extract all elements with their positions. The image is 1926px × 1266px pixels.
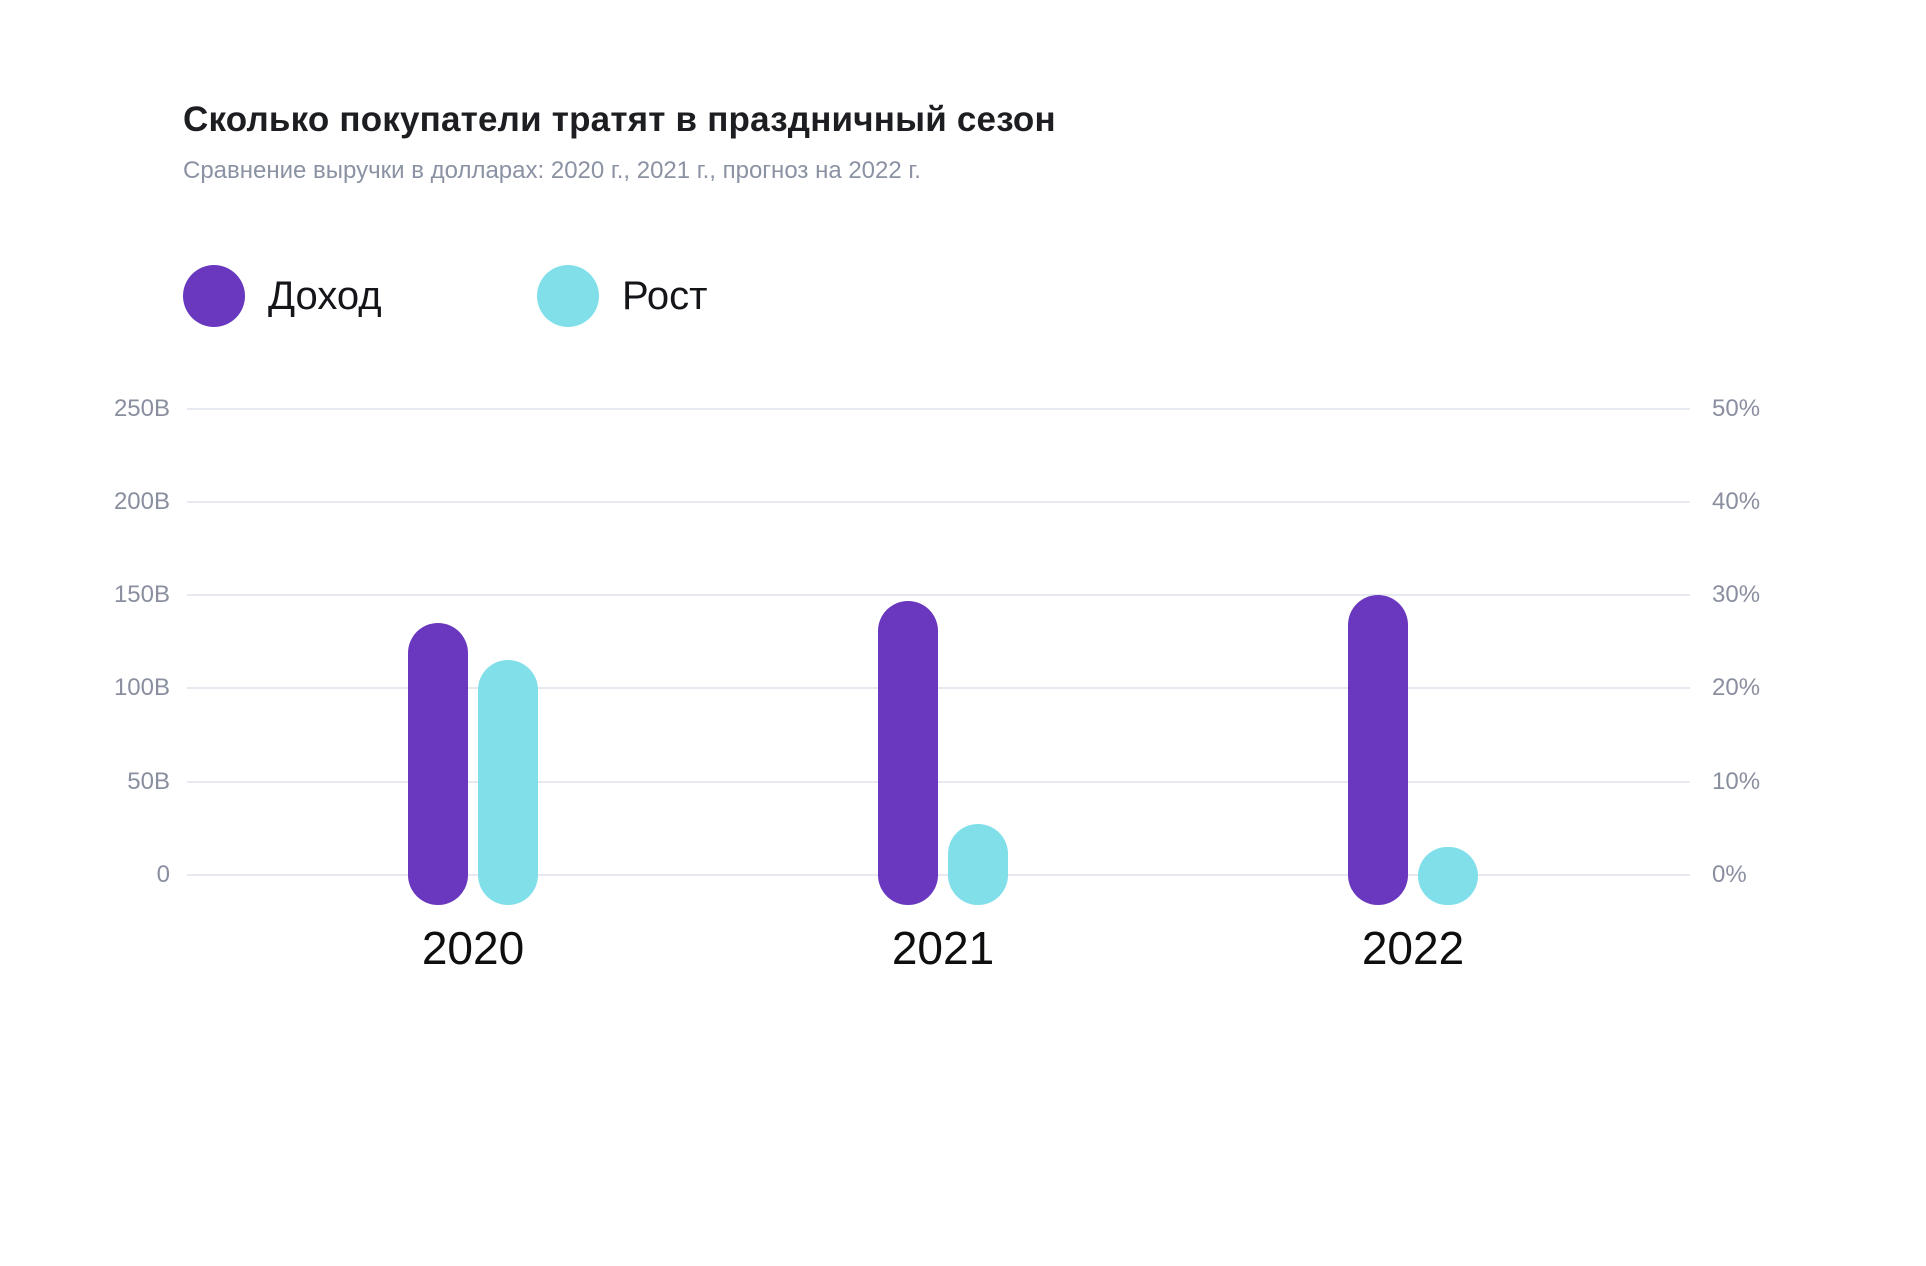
x-axis-label-2020: 2020 [421,922,525,974]
y-axis-label-right: 20% [1712,674,1761,702]
bar-growth-2020 [478,660,538,905]
y-axis-label-right: 0% [1712,861,1747,888]
bar-growth-2022 [1418,847,1478,905]
bar-growth-2021 [948,823,1008,905]
y-axis-label-right: 40% [1712,487,1761,515]
y-axis-label-left: 150B [113,581,170,609]
y-axis-label-right: 30% [1712,581,1761,609]
chart-title: Сколько покупатели тратят в праздничный … [183,100,1056,139]
gridline [187,687,1690,690]
gridline [187,407,1690,410]
chart-subtitle: Сравнение выручки в долларах: 2020 г., 2… [183,157,921,184]
y-axis-label-left: 200B [113,487,170,515]
y-axis-label-left: 250B [113,394,170,422]
legend-swatch-revenue [183,265,245,327]
legend-item-revenue: Доход [183,265,382,327]
legend-item-growth: Рост [537,265,708,327]
bar-revenue-2021 [878,600,938,905]
bar-revenue-2020 [408,623,468,905]
x-axis-label-2022: 2022 [1361,922,1465,974]
y-axis-label-right: 10% [1712,767,1761,795]
y-axis-label-left: 100B [113,674,170,702]
legend-label-revenue: Доход [268,273,382,318]
y-axis-label-left: 50B [127,767,170,795]
gridline [187,780,1690,783]
gridline [187,594,1690,597]
x-axis-label-2021: 2021 [891,922,995,974]
legend-label-growth: Рост [622,273,708,318]
bar-revenue-2022 [1348,595,1408,905]
legend-swatch-growth [537,265,599,327]
y-axis-label-right: 50% [1712,394,1761,422]
gridline [187,500,1690,503]
y-axis-label-left: 0 [156,861,170,888]
gridline [187,874,1690,876]
